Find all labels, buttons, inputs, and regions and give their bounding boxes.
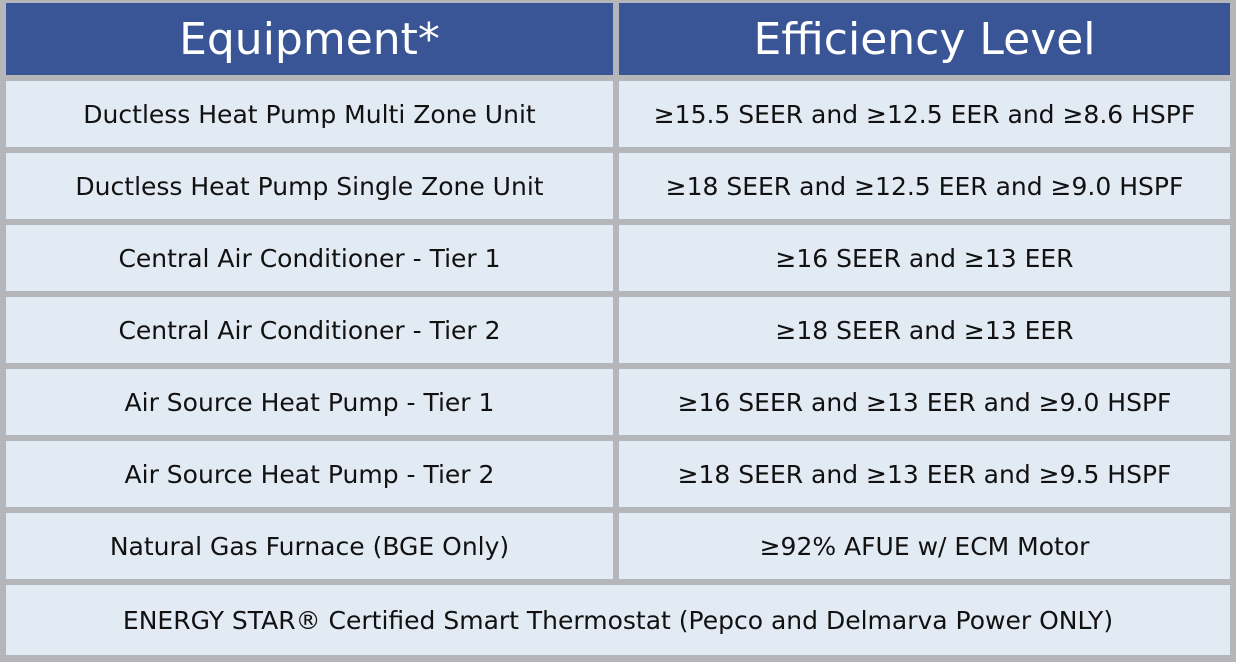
efficiency-cell: ≥92% AFUE w/ ECM Motor (619, 513, 1230, 579)
efficiency-cell: ≥18 SEER and ≥12.5 EER and ≥9.0 HSPF (619, 153, 1230, 219)
efficiency-cell: ≥18 SEER and ≥13 EER and ≥9.5 HSPF (619, 441, 1230, 507)
efficiency-cell: ≥15.5 SEER and ≥12.5 EER and ≥8.6 HSPF (619, 81, 1230, 147)
equipment-cell: Natural Gas Furnace (BGE Only) (6, 513, 613, 579)
header-cell: Efficiency Level (619, 3, 1230, 75)
equipment-cell: Central Air Conditioner - Tier 2 (6, 297, 613, 363)
equipment-cell: Ductless Heat Pump Multi Zone Unit (6, 81, 613, 147)
header-cell: Equipment* (6, 3, 613, 75)
equipment-cell: Air Source Heat Pump - Tier 2 (6, 441, 613, 507)
efficiency-cell: ≥16 SEER and ≥13 EER (619, 225, 1230, 291)
equipment-cell: Central Air Conditioner - Tier 1 (6, 225, 613, 291)
equipment-cell: Ductless Heat Pump Single Zone Unit (6, 153, 613, 219)
equipment-cell: Air Source Heat Pump - Tier 1 (6, 369, 613, 435)
footer-cell: ENERGY STAR® Certified Smart Thermostat … (6, 585, 1230, 655)
efficiency-cell: ≥16 SEER and ≥13 EER and ≥9.0 HSPF (619, 369, 1230, 435)
efficiency-cell: ≥18 SEER and ≥13 EER (619, 297, 1230, 363)
